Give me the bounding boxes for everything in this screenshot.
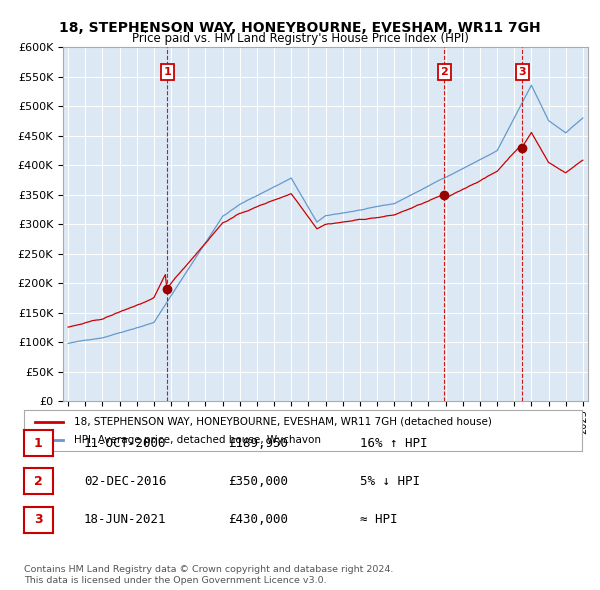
Text: 18-JUN-2021: 18-JUN-2021 [84, 513, 167, 526]
Text: ≈ HPI: ≈ HPI [360, 513, 398, 526]
Text: 02-DEC-2016: 02-DEC-2016 [84, 475, 167, 488]
Text: £350,000: £350,000 [228, 475, 288, 488]
Text: 5% ↓ HPI: 5% ↓ HPI [360, 475, 420, 488]
Text: 11-OCT-2000: 11-OCT-2000 [84, 437, 167, 450]
Text: 1: 1 [34, 437, 43, 450]
Text: 16% ↑ HPI: 16% ↑ HPI [360, 437, 427, 450]
Text: £430,000: £430,000 [228, 513, 288, 526]
Text: 18, STEPHENSON WAY, HONEYBOURNE, EVESHAM, WR11 7GH (detached house): 18, STEPHENSON WAY, HONEYBOURNE, EVESHAM… [74, 417, 492, 427]
Text: 1: 1 [164, 67, 172, 77]
Text: Contains HM Land Registry data © Crown copyright and database right 2024.: Contains HM Land Registry data © Crown c… [24, 565, 394, 574]
Text: 3: 3 [518, 67, 526, 77]
Text: £189,950: £189,950 [228, 437, 288, 450]
Text: Price paid vs. HM Land Registry's House Price Index (HPI): Price paid vs. HM Land Registry's House … [131, 32, 469, 45]
Text: This data is licensed under the Open Government Licence v3.0.: This data is licensed under the Open Gov… [24, 576, 326, 585]
Text: 2: 2 [34, 475, 43, 488]
Text: HPI: Average price, detached house, Wychavon: HPI: Average price, detached house, Wych… [74, 435, 321, 445]
Text: 3: 3 [34, 513, 43, 526]
Text: 18, STEPHENSON WAY, HONEYBOURNE, EVESHAM, WR11 7GH: 18, STEPHENSON WAY, HONEYBOURNE, EVESHAM… [59, 21, 541, 35]
Text: 2: 2 [440, 67, 448, 77]
